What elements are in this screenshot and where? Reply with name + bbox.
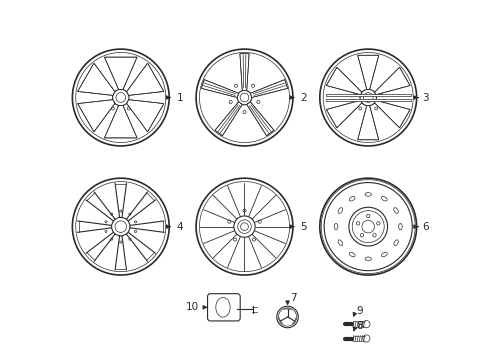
Polygon shape (374, 100, 409, 128)
Polygon shape (126, 63, 163, 95)
FancyBboxPatch shape (325, 99, 410, 102)
Ellipse shape (337, 240, 342, 246)
Text: 7: 7 (289, 293, 296, 303)
Polygon shape (201, 80, 238, 98)
Polygon shape (104, 105, 137, 138)
Polygon shape (246, 102, 273, 136)
Ellipse shape (348, 252, 354, 257)
Text: 5: 5 (300, 222, 306, 231)
Ellipse shape (398, 224, 402, 230)
Ellipse shape (348, 197, 354, 201)
Text: 6: 6 (421, 222, 428, 231)
Polygon shape (78, 63, 115, 95)
FancyBboxPatch shape (325, 94, 410, 96)
Text: 8: 8 (356, 321, 362, 331)
Text: 9: 9 (356, 306, 362, 316)
Ellipse shape (393, 208, 398, 213)
Polygon shape (215, 102, 242, 136)
Text: 4: 4 (176, 222, 183, 231)
Polygon shape (325, 100, 361, 128)
Polygon shape (250, 80, 287, 98)
Text: 1: 1 (176, 93, 183, 103)
Ellipse shape (381, 252, 386, 257)
Polygon shape (104, 57, 137, 90)
Ellipse shape (381, 197, 386, 201)
Ellipse shape (333, 224, 337, 230)
Text: 3: 3 (421, 93, 428, 103)
FancyBboxPatch shape (207, 294, 240, 321)
Polygon shape (325, 67, 361, 95)
Polygon shape (240, 54, 248, 91)
Polygon shape (78, 100, 115, 132)
Polygon shape (357, 55, 378, 89)
Polygon shape (374, 67, 409, 95)
Ellipse shape (365, 193, 370, 196)
Ellipse shape (393, 240, 398, 246)
Text: 2: 2 (300, 93, 306, 103)
Ellipse shape (365, 257, 370, 261)
Polygon shape (126, 100, 163, 132)
Ellipse shape (337, 208, 342, 213)
Text: 10: 10 (185, 302, 199, 312)
Polygon shape (357, 105, 378, 140)
